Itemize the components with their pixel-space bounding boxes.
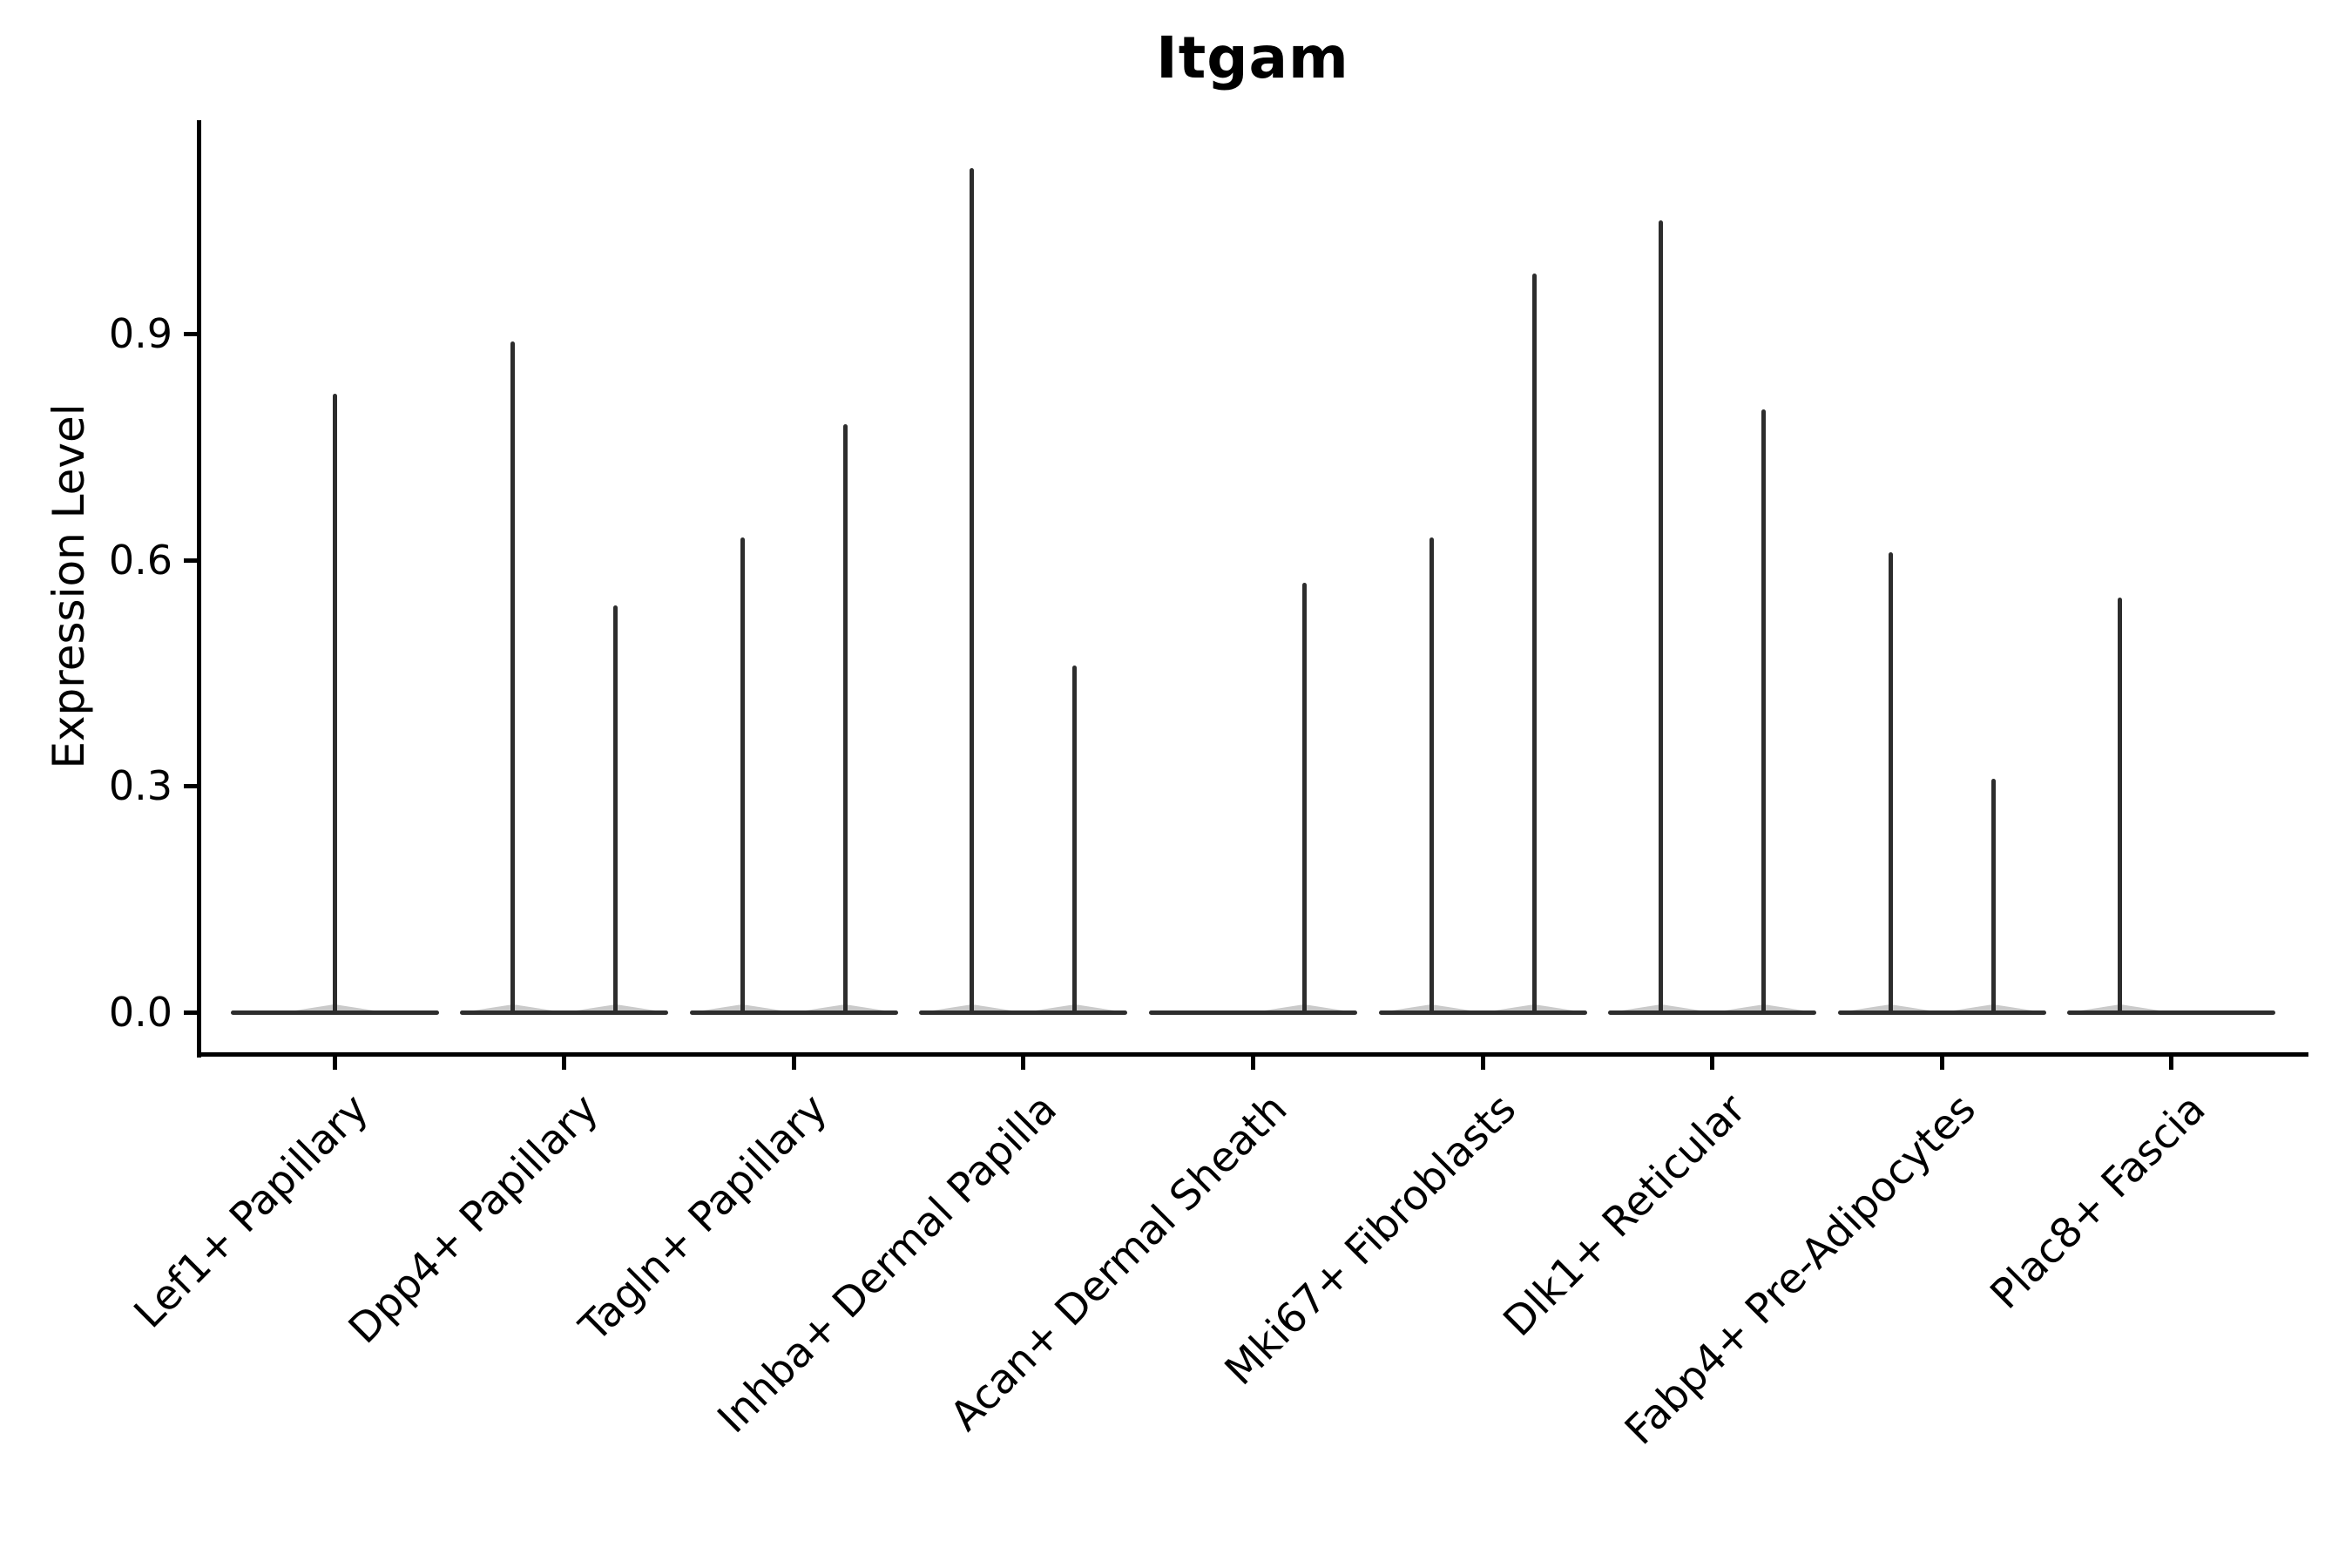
violin-baseline [1608,1010,1817,1015]
violin-spike [1888,552,1893,1012]
x-category-label: Tagln+ Papillary [571,1085,837,1351]
violin-spike [613,605,618,1012]
violin-baseline [230,1010,439,1015]
x-tick-mark [2169,1057,2174,1070]
violin-spike [842,424,848,1012]
x-tick-mark [332,1057,337,1070]
violin-base-bulge [576,1004,655,1010]
x-tick-mark [562,1057,567,1070]
violin-baseline [1148,1010,1357,1015]
violin-spike [1659,220,1664,1012]
x-tick-mark [1021,1057,1026,1070]
y-tick-mark [184,784,197,789]
violin-base-bulge [703,1004,782,1010]
violin-base-bulge [473,1004,552,1010]
violin-spike [510,341,516,1012]
violin-spike [1072,665,1078,1012]
violin-base-bulge [1954,1004,2033,1010]
violin-spike [970,167,975,1012]
violin-base-bulge [295,1004,374,1010]
violin-baseline [2067,1010,2276,1015]
violin-base-bulge [1035,1004,1114,1010]
violin-base-bulge [806,1004,885,1010]
violin-base-bulge [932,1004,1011,1010]
x-category-label: Lef1+ Papillary [125,1085,378,1338]
violin-spike [1301,582,1307,1012]
violin-spike [1990,778,1996,1012]
x-category-label: Dlk1+ Reticular [1494,1085,1756,1347]
violin-base-bulge [1724,1004,1803,1010]
violin-spike [1429,537,1434,1012]
violin-baseline [1837,1010,2046,1015]
y-tick-label: 0.0 [108,989,172,1036]
y-tick-label: 0.3 [108,762,172,810]
x-tick-mark [1710,1057,1715,1070]
y-tick-label: 0.9 [108,310,172,358]
violin-baseline [1378,1010,1587,1015]
violin-spike [740,537,745,1012]
x-axis-spine [197,1052,2308,1057]
x-category-label: Dpp4+ Papillary [339,1085,608,1354]
y-tick-mark [184,558,197,563]
violin-base-bulge [1392,1004,1470,1010]
violin-spike [2118,598,2123,1012]
violin-spike [1531,274,1537,1012]
x-category-label: Plac8+ Fascia [1981,1085,2215,1319]
chart-title: Itgam [1156,24,1349,91]
violin-base-bulge [1265,1004,1344,1010]
violin-spike [1761,409,1767,1012]
y-tick-mark [184,332,197,337]
violin-spike [332,394,337,1012]
y-tick-mark [184,1010,197,1015]
violin-base-bulge [1621,1004,1700,1010]
violin-baseline [919,1010,1128,1015]
y-tick-label: 0.6 [108,536,172,584]
y-axis-spine [197,120,201,1058]
violin-baseline [460,1010,669,1015]
violin-baseline [689,1010,898,1015]
x-tick-mark [1939,1057,1944,1070]
x-tick-mark [1250,1057,1255,1070]
violin-base-bulge [2080,1004,2159,1010]
violin-base-bulge [1851,1004,1930,1010]
x-tick-mark [1480,1057,1485,1070]
violin-base-bulge [1495,1004,1573,1010]
x-tick-mark [791,1057,796,1070]
